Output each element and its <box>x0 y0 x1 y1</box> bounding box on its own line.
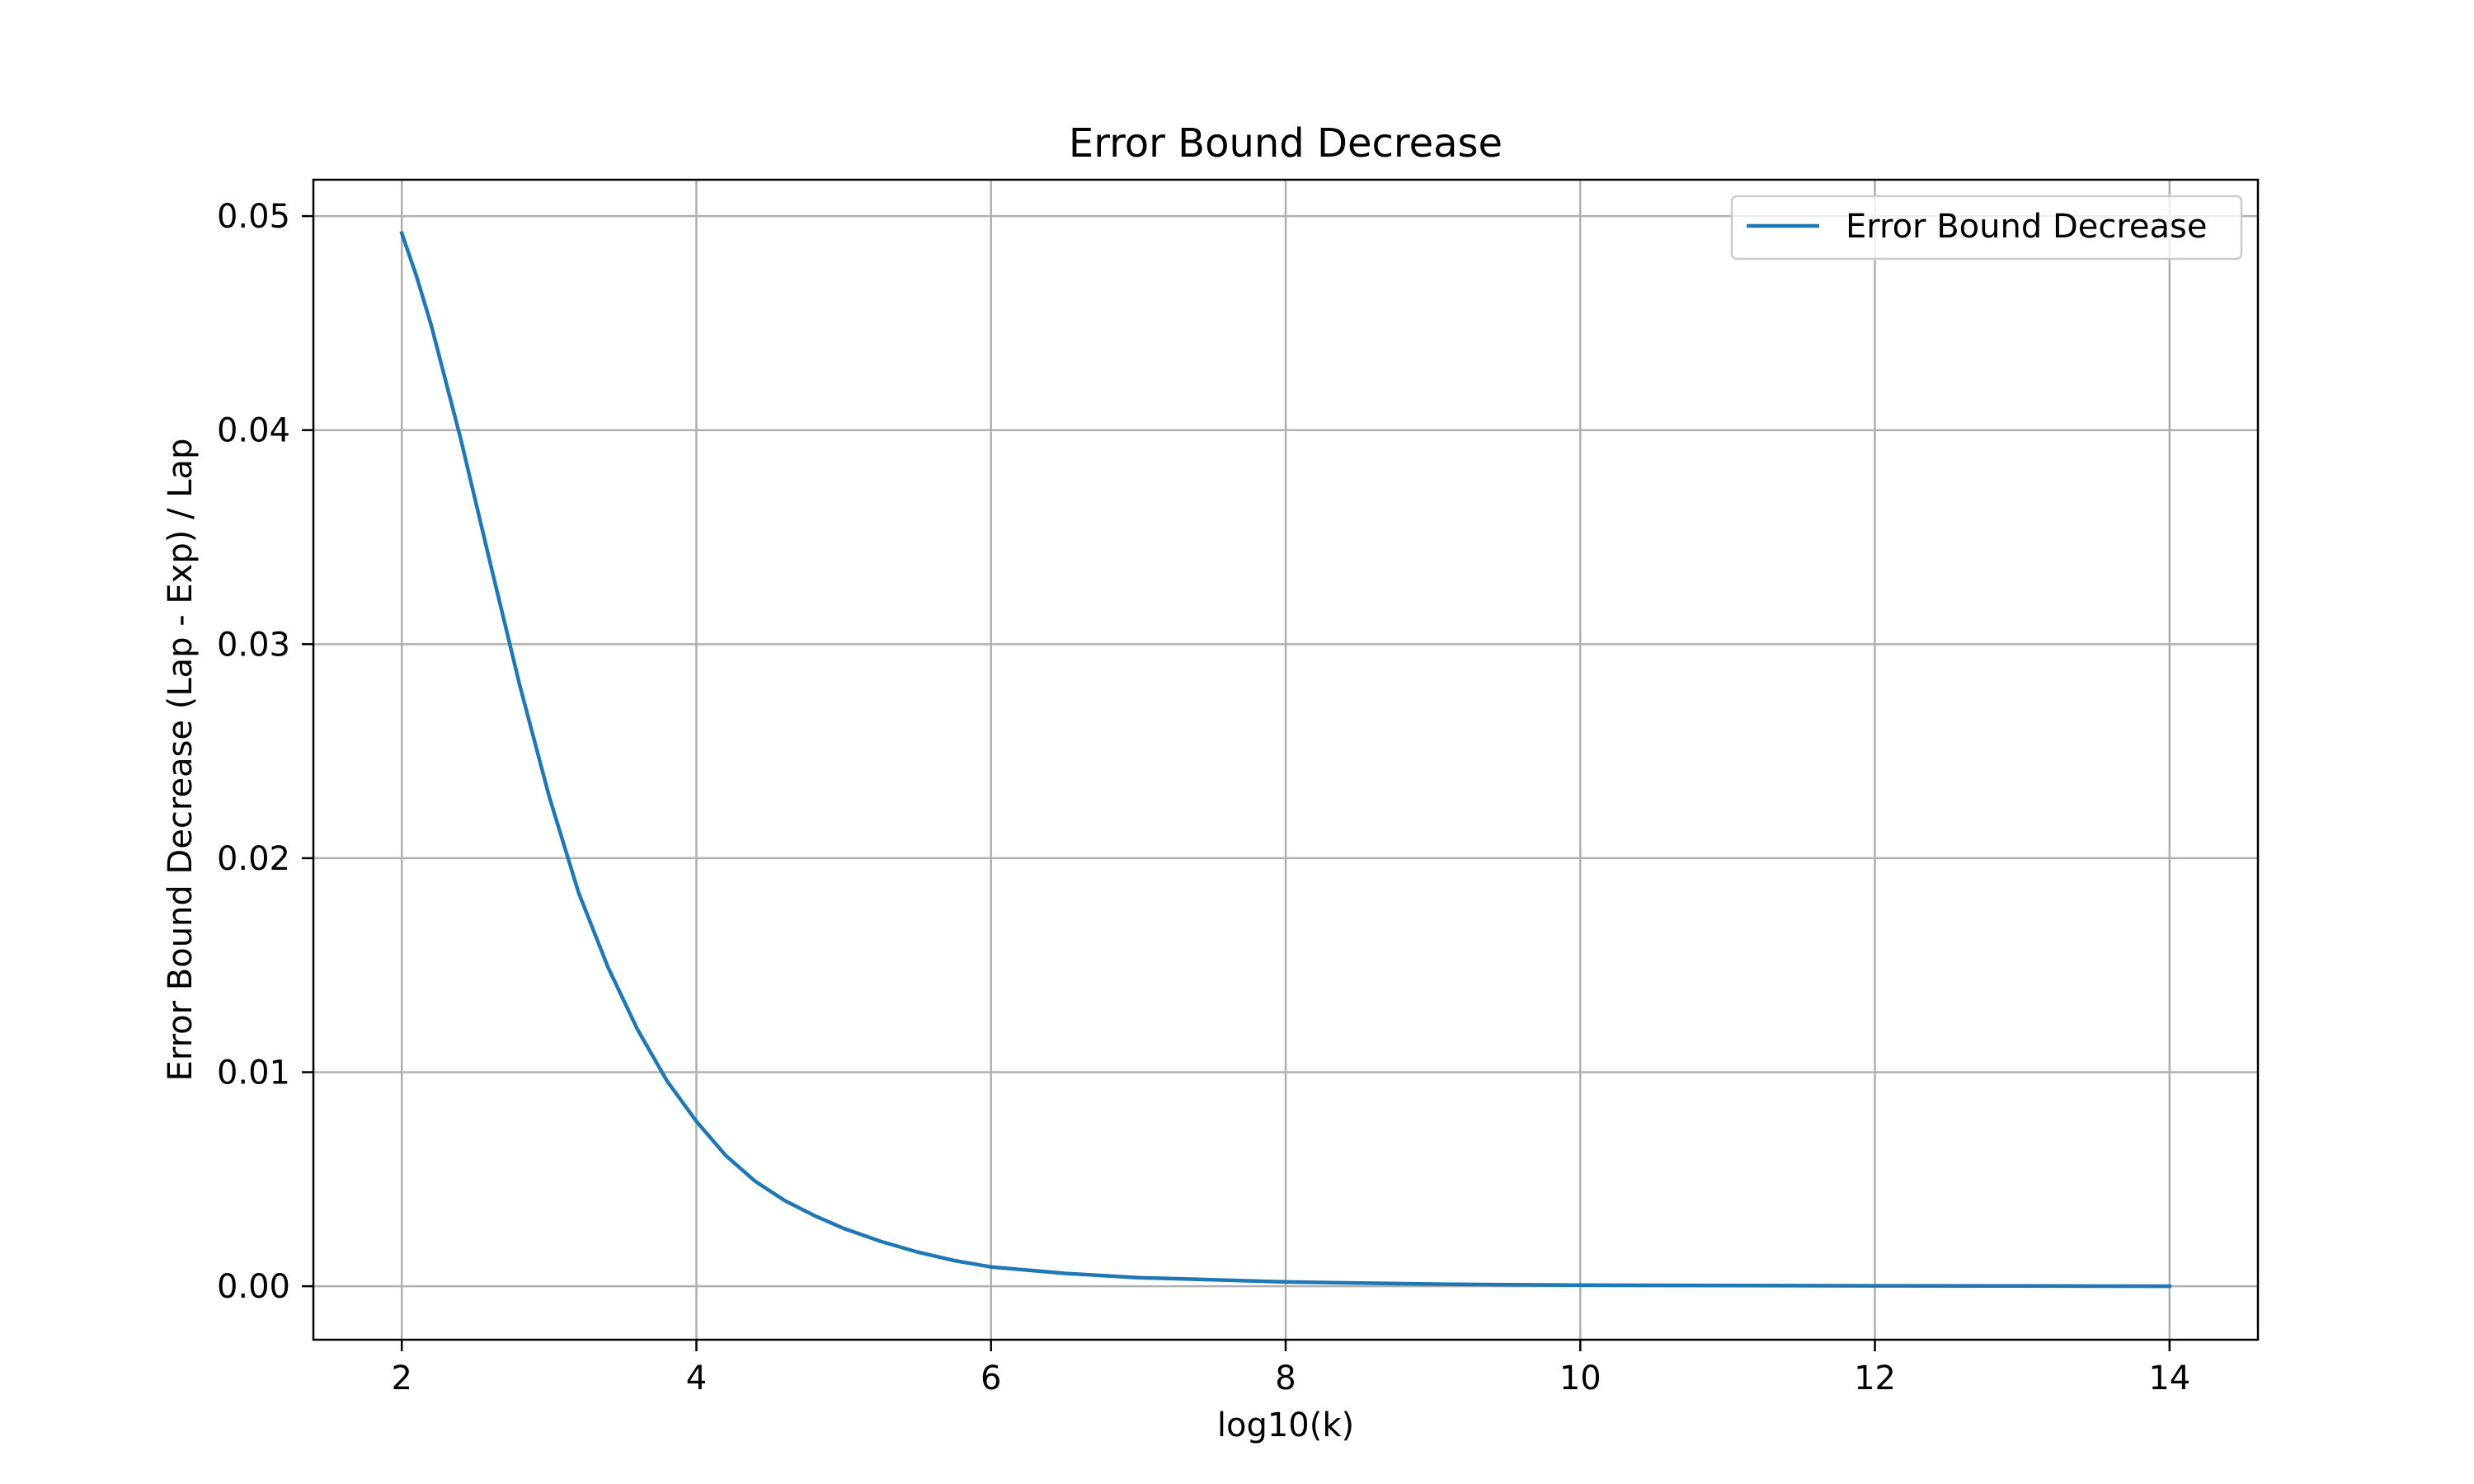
series-line <box>399 231 2172 1289</box>
x-axis-label: log10(k) <box>1217 1407 1354 1444</box>
x-tick-label: 12 <box>1854 1360 1896 1397</box>
legend-label: Error Bound Decrease <box>1846 208 2207 246</box>
y-tick-label: 0.00 <box>217 1268 290 1306</box>
y-tick-label: 0.04 <box>217 412 290 450</box>
x-tick-label: 14 <box>2148 1360 2190 1397</box>
legend: Error Bound Decrease <box>1730 195 2243 261</box>
x-tick-label: 6 <box>981 1360 1001 1397</box>
x-tick-label: 2 <box>391 1360 412 1397</box>
series-layer <box>399 231 2172 1289</box>
grid <box>313 180 2258 1340</box>
chart-title: Error Bound Decrease <box>1069 120 1503 167</box>
legend-box <box>1730 195 2243 261</box>
y-axis-ticks: 0.00 0.01 0.02 0.03 0.04 0.05 <box>217 198 313 1306</box>
x-tick-label: 4 <box>686 1360 707 1397</box>
x-tick-label: 10 <box>1559 1360 1602 1397</box>
y-axis-label: Error Bound Decrease (Lap - Exp) / Lap <box>162 439 200 1082</box>
y-tick-label: 0.03 <box>217 626 290 664</box>
x-axis-ticks: 2 4 6 8 10 12 14 <box>391 1340 2190 1397</box>
y-tick-label: 0.02 <box>217 840 290 878</box>
y-tick-label: 0.01 <box>217 1054 290 1092</box>
y-tick-label: 0.05 <box>217 198 290 236</box>
x-tick-label: 8 <box>1275 1360 1296 1397</box>
